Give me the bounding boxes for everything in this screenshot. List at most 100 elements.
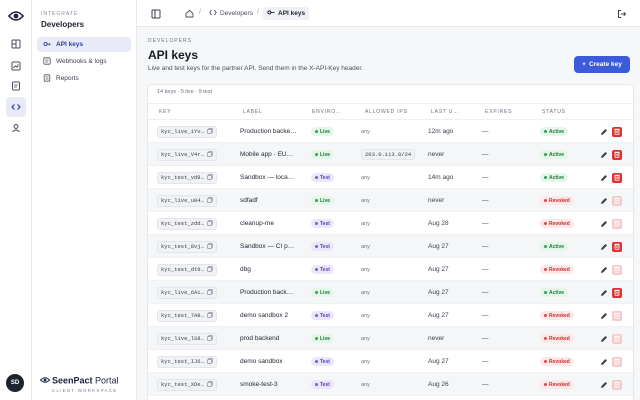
sidebar-item-reports[interactable]: Reports bbox=[37, 71, 131, 86]
key-prefix: kyc_test_dt9… bbox=[157, 263, 217, 276]
last-used-value: 14m ago bbox=[428, 174, 454, 181]
copy-icon[interactable] bbox=[207, 196, 213, 205]
table-row: kyc_live_u04… sdfadf Live any never — Revoked bbox=[148, 189, 633, 212]
chart-icon[interactable] bbox=[6, 56, 26, 76]
status-badge: Active bbox=[540, 242, 569, 251]
allowed-ips-value: 203.0.113.0/24 bbox=[361, 149, 416, 160]
key-prefix: kyc_test_8vj… bbox=[157, 240, 217, 253]
delete-icon[interactable] bbox=[612, 287, 622, 298]
eye-logo-icon bbox=[7, 9, 25, 23]
status-badge: Revoked bbox=[540, 357, 574, 366]
status-dot bbox=[544, 291, 547, 294]
code-icon[interactable] bbox=[6, 97, 26, 117]
environment-badge: Test bbox=[311, 173, 334, 182]
copy-icon[interactable] bbox=[207, 380, 213, 389]
status-dot bbox=[544, 360, 547, 363]
delete-icon[interactable] bbox=[612, 126, 622, 137]
table-row: kyc_live_6Ai… Production back… Live any Aug … bbox=[148, 281, 633, 304]
environment-badge: Test bbox=[311, 357, 334, 366]
table-header: KEY LABEL ENVIRO… ALLOWED IPS LAST U… EX… bbox=[148, 103, 633, 120]
copy-icon[interactable] bbox=[207, 173, 213, 182]
copy-icon[interactable] bbox=[207, 334, 213, 343]
status-dot bbox=[315, 337, 318, 340]
status-dot bbox=[315, 383, 318, 386]
edit-icon[interactable] bbox=[599, 173, 609, 183]
logout-icon[interactable] bbox=[616, 8, 627, 19]
delete-icon[interactable] bbox=[612, 172, 622, 183]
environment-badge: Live bbox=[311, 196, 335, 205]
copy-icon[interactable] bbox=[207, 288, 213, 297]
copy-icon[interactable] bbox=[207, 311, 213, 320]
edit-icon[interactable] bbox=[599, 334, 609, 344]
copy-icon[interactable] bbox=[207, 219, 213, 228]
nav-section-label: INTEGRATE bbox=[41, 11, 79, 17]
status-dot bbox=[315, 130, 318, 133]
copy-icon[interactable] bbox=[207, 150, 213, 159]
col-status: STATUS bbox=[542, 109, 566, 115]
environment-badge: Test bbox=[311, 380, 334, 389]
allowed-ips-value: any bbox=[361, 358, 370, 365]
key-label: Sandbox — CI p… bbox=[240, 243, 295, 250]
delete-icon bbox=[612, 310, 622, 321]
delete-icon bbox=[612, 218, 622, 229]
document-icon[interactable] bbox=[6, 76, 26, 96]
sidebar-toggle-icon[interactable] bbox=[150, 8, 161, 19]
status-badge: Active bbox=[540, 150, 569, 159]
delete-icon[interactable] bbox=[612, 149, 622, 160]
copy-icon[interactable] bbox=[207, 357, 213, 366]
dashboard-icon[interactable] bbox=[6, 34, 26, 54]
table-row: kyc_live_lS8… prod backend Live any never — Re… bbox=[148, 327, 633, 350]
expires-value: — bbox=[482, 151, 489, 158]
status-badge: Revoked bbox=[540, 196, 574, 205]
key-label: dbg bbox=[240, 266, 251, 273]
breadcrumb-separator: / bbox=[257, 9, 259, 16]
key-label: Production backe… bbox=[240, 128, 297, 135]
status-badge: Revoked bbox=[540, 265, 574, 274]
copy-icon[interactable] bbox=[207, 127, 213, 136]
user-icon[interactable] bbox=[6, 118, 26, 138]
brand-logo: SeenPact Portal CLIENT WORKSPACE bbox=[39, 376, 119, 393]
key-prefix: kyc_test_IJ6… bbox=[157, 355, 217, 368]
col-allowed-ips: ALLOWED IPS bbox=[365, 109, 408, 115]
home-icon[interactable] bbox=[184, 8, 195, 19]
sidebar-item-api-keys[interactable]: API keys bbox=[37, 37, 131, 52]
key-label: smoke-test-3 bbox=[240, 381, 278, 388]
environment-badge: Test bbox=[311, 242, 334, 251]
sidebar-item-webhooks[interactable]: Webhooks & logs bbox=[37, 54, 131, 69]
key-prefix: kyc_live_1Yv… bbox=[157, 125, 217, 138]
breadcrumb-developers[interactable]: Developers bbox=[205, 7, 257, 20]
edit-icon[interactable] bbox=[599, 265, 609, 275]
create-key-button[interactable]: + Create key bbox=[574, 56, 630, 73]
status-dot bbox=[544, 245, 547, 248]
last-used-value: Aug 27 bbox=[428, 289, 449, 296]
status-dot bbox=[315, 268, 318, 271]
edit-icon[interactable] bbox=[599, 150, 609, 160]
last-used-value: never bbox=[428, 335, 445, 342]
icon-rail: SD bbox=[0, 0, 32, 400]
edit-icon[interactable] bbox=[599, 311, 609, 321]
key-prefix: kyc_live_u04… bbox=[157, 194, 217, 207]
brand-name: SeenPact Portal bbox=[39, 376, 119, 386]
expires-value: — bbox=[482, 335, 489, 342]
code-icon bbox=[209, 9, 217, 18]
sidebar-item-label: API keys bbox=[56, 41, 84, 48]
edit-icon[interactable] bbox=[599, 288, 609, 298]
top-bar: / Developers / API keys bbox=[137, 0, 640, 27]
edit-icon[interactable] bbox=[599, 380, 609, 390]
copy-icon[interactable] bbox=[207, 265, 213, 274]
edit-icon[interactable] bbox=[599, 196, 609, 206]
environment-badge: Live bbox=[311, 334, 335, 343]
page-subtitle: Live and test keys for the partner API. … bbox=[148, 65, 363, 72]
status-dot bbox=[315, 314, 318, 317]
copy-icon[interactable] bbox=[207, 242, 213, 251]
status-dot bbox=[315, 199, 318, 202]
edit-icon[interactable] bbox=[599, 127, 609, 137]
delete-icon[interactable] bbox=[612, 241, 622, 252]
edit-icon[interactable] bbox=[599, 219, 609, 229]
status-dot bbox=[315, 176, 318, 179]
edit-icon[interactable] bbox=[599, 357, 609, 367]
col-expires: EXPIRES bbox=[485, 109, 513, 115]
edit-icon[interactable] bbox=[599, 242, 609, 252]
last-used-value: Aug 27 bbox=[428, 358, 449, 365]
avatar[interactable]: SD bbox=[6, 374, 24, 392]
